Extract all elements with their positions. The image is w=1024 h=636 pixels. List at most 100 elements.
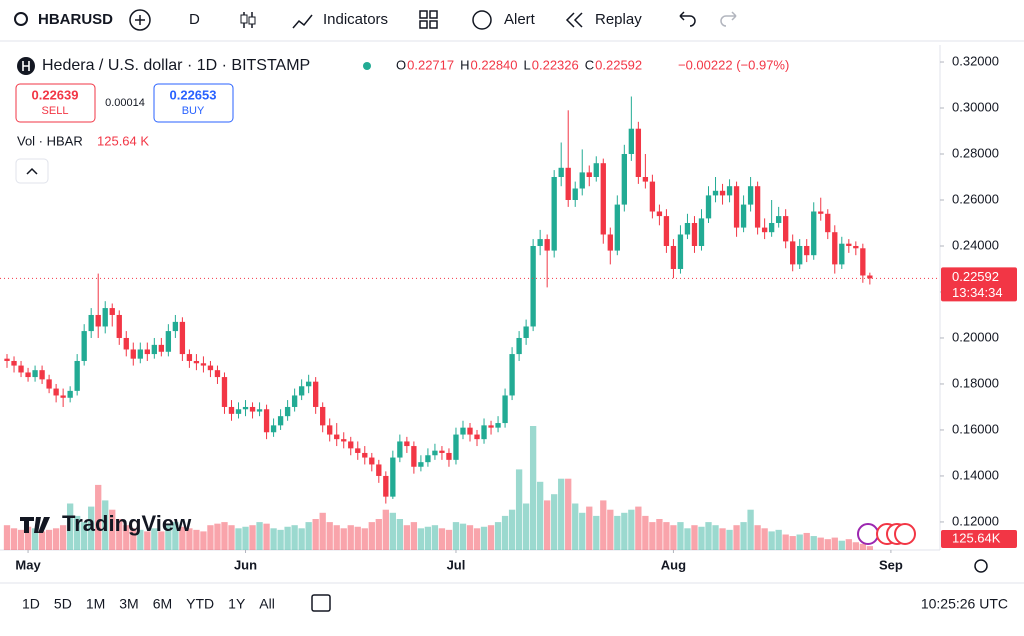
y-tick-label: 0.14000	[952, 467, 999, 482]
candle-body	[635, 128, 642, 177]
buy-label: BUY	[182, 105, 205, 117]
volume-bar	[614, 515, 621, 550]
candle-body	[74, 360, 80, 391]
candle-body	[327, 425, 333, 435]
plus	[135, 15, 145, 25]
candle-body	[151, 344, 157, 355]
spread: 0.00014	[105, 97, 145, 109]
volume-bar	[529, 426, 537, 550]
candle-body	[432, 450, 438, 456]
candle-body	[60, 395, 66, 398]
volume-bar	[17, 529, 25, 550]
volume-bar	[431, 525, 439, 550]
ohlc-key: O	[396, 57, 406, 72]
candle-body	[277, 416, 284, 426]
sell-button[interactable]	[15, 83, 96, 123]
volume-bar	[186, 528, 193, 550]
candle-body	[439, 450, 445, 453]
volume-bar	[249, 525, 256, 550]
redo[interactable]	[720, 11, 737, 27]
volume-bar	[649, 522, 656, 550]
candle-body	[67, 390, 73, 398]
range-button[interactable]: All	[259, 596, 275, 612]
candle-body	[362, 452, 368, 458]
volume-bar	[207, 525, 214, 550]
candle-body	[677, 234, 684, 269]
range-button[interactable]: 1M	[86, 596, 105, 612]
candle-body	[102, 308, 108, 327]
chevron	[26, 167, 38, 175]
candle-body	[502, 395, 508, 424]
last-volume-tag	[941, 530, 1017, 548]
search-icon	[14, 12, 28, 26]
date-range-icon[interactable]	[311, 594, 331, 612]
event-icon[interactable]	[857, 523, 879, 545]
volume-bar	[95, 484, 102, 550]
candle-body	[411, 446, 417, 467]
volume-bar	[803, 532, 810, 550]
volume-bar	[740, 522, 747, 550]
candle-body	[684, 222, 691, 235]
ohlc: O 0.22717 H 0.22840 L 0.22326 C 0.22592	[396, 57, 642, 72]
volume-bar	[635, 506, 642, 550]
volume-bar	[284, 526, 291, 550]
range-button[interactable]: 1D	[22, 596, 40, 612]
volume-bar	[10, 528, 18, 550]
volume-bar	[81, 522, 88, 550]
change: −0.00222 (−0.97%)	[678, 57, 789, 72]
clock: 10:25:26 UTC	[921, 596, 1008, 612]
interval[interactable]: D	[189, 11, 200, 28]
candle-body	[586, 172, 592, 177]
event-icon[interactable]	[894, 523, 916, 545]
candle-body	[453, 434, 459, 460]
candle-body	[249, 406, 256, 412]
range-button[interactable]: 5D	[54, 596, 72, 612]
volume-bar	[515, 469, 523, 550]
alert[interactable]: Alert	[504, 11, 536, 28]
event-icons	[857, 523, 916, 545]
add-symbol[interactable]	[129, 9, 151, 31]
volume-bar	[172, 522, 179, 550]
volume-bar	[158, 531, 165, 550]
settings-icon[interactable]	[974, 559, 988, 573]
candle-body	[607, 234, 613, 251]
indicators[interactable]: Indicators	[323, 11, 388, 28]
volume-bar	[551, 494, 558, 550]
candle-body	[572, 188, 578, 200]
countdown: 13:34:34	[952, 285, 1003, 300]
volume-value: 125.64 K	[97, 133, 149, 148]
volume-bar	[340, 528, 347, 550]
candle-body	[369, 457, 375, 465]
volume-bar	[116, 519, 123, 550]
candle-body	[95, 314, 101, 327]
range-button[interactable]: YTD	[186, 596, 214, 612]
candle-body	[39, 370, 45, 380]
undo[interactable]	[679, 11, 696, 27]
alert-icon	[472, 10, 492, 30]
candle-body	[523, 326, 529, 338]
range-button[interactable]: 6M	[153, 596, 172, 612]
volume-bar	[368, 522, 375, 550]
candle-body	[691, 222, 698, 246]
symbol[interactable]: HBARUSD	[38, 11, 113, 28]
replay[interactable]: Replay	[595, 11, 642, 28]
range-button[interactable]: 1Y	[228, 596, 246, 612]
layouts-icon[interactable]	[419, 10, 438, 29]
candle-body	[495, 423, 501, 428]
candle-body	[783, 216, 789, 242]
volume-bar	[144, 531, 151, 550]
volume-bar	[3, 525, 11, 550]
range-button[interactable]: 3M	[119, 596, 138, 612]
volume-bar	[831, 537, 838, 550]
candle-body	[733, 186, 740, 228]
replay-icon	[565, 12, 583, 28]
collapse-button[interactable]	[15, 158, 49, 184]
volume-bar	[593, 515, 600, 550]
volume-bar	[572, 503, 579, 550]
volume-bar	[214, 523, 221, 550]
candle-body	[565, 167, 571, 200]
volume-bar	[494, 522, 502, 550]
volume-bar	[565, 478, 572, 550]
buy-button[interactable]	[153, 83, 234, 123]
candle-body	[158, 344, 165, 352]
